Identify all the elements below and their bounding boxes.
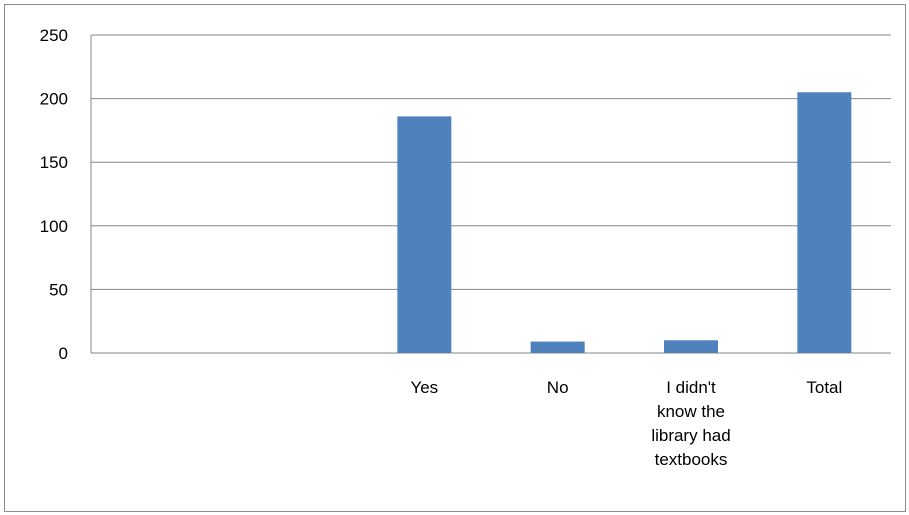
bar-yes xyxy=(397,116,452,354)
bar-chart: 0 50 100 150 200 250 Yes No I didn't know the lib… xyxy=(40,26,891,469)
y-axis-tick-labels: 0 50 100 150 200 250 xyxy=(40,26,68,363)
x-category-label: Yes xyxy=(410,378,438,397)
x-category-label: No xyxy=(547,378,569,397)
gridlines xyxy=(90,34,891,354)
x-category-label: I didn't know the library had textbooks xyxy=(651,378,730,469)
y-tick-label: 50 xyxy=(49,280,68,299)
x-category-label-line: Total xyxy=(806,378,842,397)
x-category-label-line: I didn't xyxy=(666,378,716,397)
bar-no xyxy=(530,341,585,353)
bars xyxy=(397,92,852,354)
chart-frame: 0 50 100 150 200 250 Yes No I didn't know the lib… xyxy=(4,4,906,512)
y-tick-label: 250 xyxy=(40,26,68,45)
x-category-label-line: textbooks xyxy=(655,450,728,469)
y-tick-label: 0 xyxy=(59,344,68,363)
bar-i-didn-t-know-the-library-had-textbooks xyxy=(664,340,718,353)
x-category-label-line: library had xyxy=(651,426,730,445)
x-category-label-line: Yes xyxy=(410,378,438,397)
x-category-label-line: No xyxy=(547,378,569,397)
x-axis-category-labels: Yes No I didn't know the library had textbook… xyxy=(410,378,842,469)
x-category-label: Total xyxy=(806,378,842,397)
y-tick-label: 200 xyxy=(40,90,68,109)
x-category-label-line: know the xyxy=(657,402,725,421)
y-tick-label: 100 xyxy=(40,217,68,236)
bar-total xyxy=(797,92,852,354)
y-tick-label: 150 xyxy=(40,153,68,172)
